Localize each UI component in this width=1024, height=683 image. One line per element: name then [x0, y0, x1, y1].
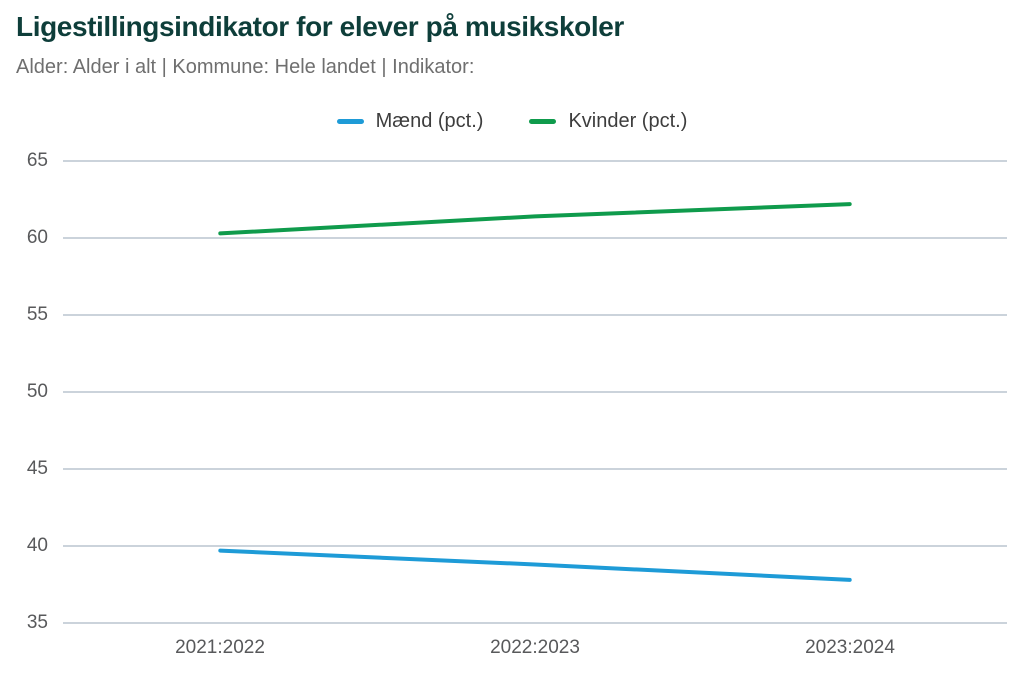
- chart-subtitle: Alder: Alder i alt | Kommune: Hele lande…: [16, 56, 475, 78]
- x-tick-label-0: 2021:2022: [175, 637, 265, 658]
- x-tick-label-2: 2023:2024: [805, 637, 895, 658]
- legend-item-kvinder[interactable]: Kvinder (pct.): [529, 110, 687, 133]
- series-line-1: [218, 202, 852, 236]
- kvinder-line-swatch-icon: [529, 119, 557, 124]
- legend-label-maend: Mænd (pct.): [375, 110, 484, 132]
- y-tick-label-65: 65: [26, 150, 48, 171]
- maend-line-swatch-icon: [336, 119, 364, 124]
- y-tick-label-40: 40: [26, 535, 48, 556]
- legend-label-kvinder: Kvinder (pct.): [568, 110, 688, 132]
- y-tick-label-45: 45: [26, 458, 48, 479]
- legend: Mænd (pct.) Kvinder (pct.): [0, 110, 1024, 133]
- series-line-0: [218, 548, 852, 582]
- y-tick-label-50: 50: [26, 381, 48, 402]
- y-tick-label-60: 60: [26, 227, 48, 248]
- legend-item-maend[interactable]: Mænd (pct.): [336, 110, 484, 133]
- x-tick-label-1: 2022:2023: [490, 637, 580, 658]
- y-tick-label-35: 35: [26, 612, 48, 633]
- y-tick-label-55: 55: [26, 304, 48, 325]
- chart-title: Ligestillingsindikator for elever på mus…: [16, 11, 624, 42]
